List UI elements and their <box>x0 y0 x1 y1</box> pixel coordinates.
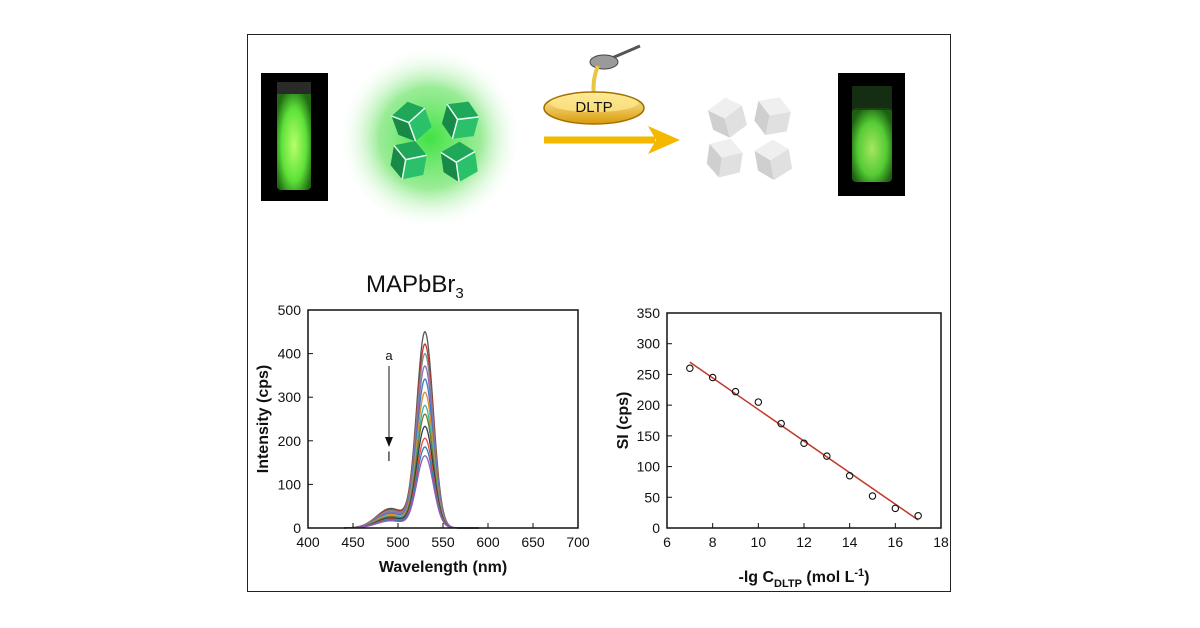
reagent-label: DLTP <box>575 99 612 116</box>
vial-right <box>838 73 905 196</box>
perovskite-cubes <box>390 101 480 183</box>
x-tick-label: 650 <box>521 534 545 550</box>
x-tick-label: 450 <box>341 534 365 550</box>
y-tick-label: 0 <box>293 520 301 536</box>
x-tick-label: 600 <box>476 534 500 550</box>
series-end-label: l <box>388 449 391 464</box>
decrease-arrow-head <box>385 437 393 447</box>
y-tick-label: 350 <box>637 305 661 321</box>
plot-frame <box>307 309 579 529</box>
data-point <box>708 373 717 382</box>
y-tick-label: 0 <box>652 520 660 536</box>
x-tick-label: 500 <box>386 534 410 550</box>
y-tick-label: 50 <box>644 489 660 505</box>
linear-fit-line <box>689 361 919 521</box>
spoon-icon <box>589 44 641 97</box>
data-point <box>868 492 877 500</box>
x-tick-label: 16 <box>888 534 904 550</box>
data-point <box>800 439 808 447</box>
x-tick-label: 8 <box>709 534 717 550</box>
x-axis-label: -lg CDLTP (mol L-1) <box>739 567 870 590</box>
x-tick-label: 550 <box>431 534 455 550</box>
x-tick-label: 400 <box>296 534 320 550</box>
y-tick-label: 300 <box>278 389 302 405</box>
compound-subscript: 3 <box>455 284 464 302</box>
y-axis-label: Intensity (cps) <box>255 365 272 473</box>
perovskite-glow <box>338 46 522 230</box>
y-tick-label: 250 <box>637 366 661 382</box>
y-tick-label: 150 <box>637 428 661 444</box>
y-tick-label: 400 <box>278 346 302 362</box>
x-tick-label: 14 <box>842 534 858 550</box>
y-tick-label: 200 <box>278 433 302 449</box>
quenched-cubes <box>706 97 793 181</box>
compound-title: MAPbBr3 <box>366 271 464 302</box>
data-point <box>891 504 900 513</box>
si-calibration-chart: 6 8 10 12 14 16 18 0 50 100 150 200 250 300 350 -lg CDL… <box>615 305 949 590</box>
vial-left <box>261 73 328 201</box>
plot-frame <box>666 312 942 529</box>
x-tick-label: 10 <box>751 534 767 550</box>
data-point <box>686 364 694 373</box>
x-axis-label-subscript: DLTP <box>774 578 802 590</box>
y-tick-label: 500 <box>278 302 302 318</box>
x-axis-label-superscript: -1 <box>854 567 864 579</box>
data-point <box>823 452 831 460</box>
data-point <box>754 398 763 406</box>
y-axis-label: SI (cps) <box>615 392 632 450</box>
data-point <box>777 419 785 428</box>
pl-spectra-chart: 400 450 500 550 600 650 700 0 100 200 300 400 500 Wav… <box>255 302 590 576</box>
y-tick-label: 200 <box>637 397 661 413</box>
x-tick-label: 700 <box>566 534 590 550</box>
x-tick-label: 12 <box>796 534 812 550</box>
reaction-arrow <box>544 126 680 154</box>
y-tick-label: 300 <box>637 336 661 352</box>
x-axis-label: Wavelength (nm) <box>379 559 507 576</box>
x-tick-label: 18 <box>933 534 949 550</box>
x-tick-label: 6 <box>663 534 671 550</box>
y-tick-label: 100 <box>278 476 302 492</box>
data-point <box>914 511 922 520</box>
data-point <box>845 472 854 480</box>
series-start-label: a <box>385 348 393 363</box>
data-point <box>731 387 740 396</box>
y-tick-label: 100 <box>637 459 661 475</box>
oil-dish-icon: DLTP <box>543 91 645 125</box>
